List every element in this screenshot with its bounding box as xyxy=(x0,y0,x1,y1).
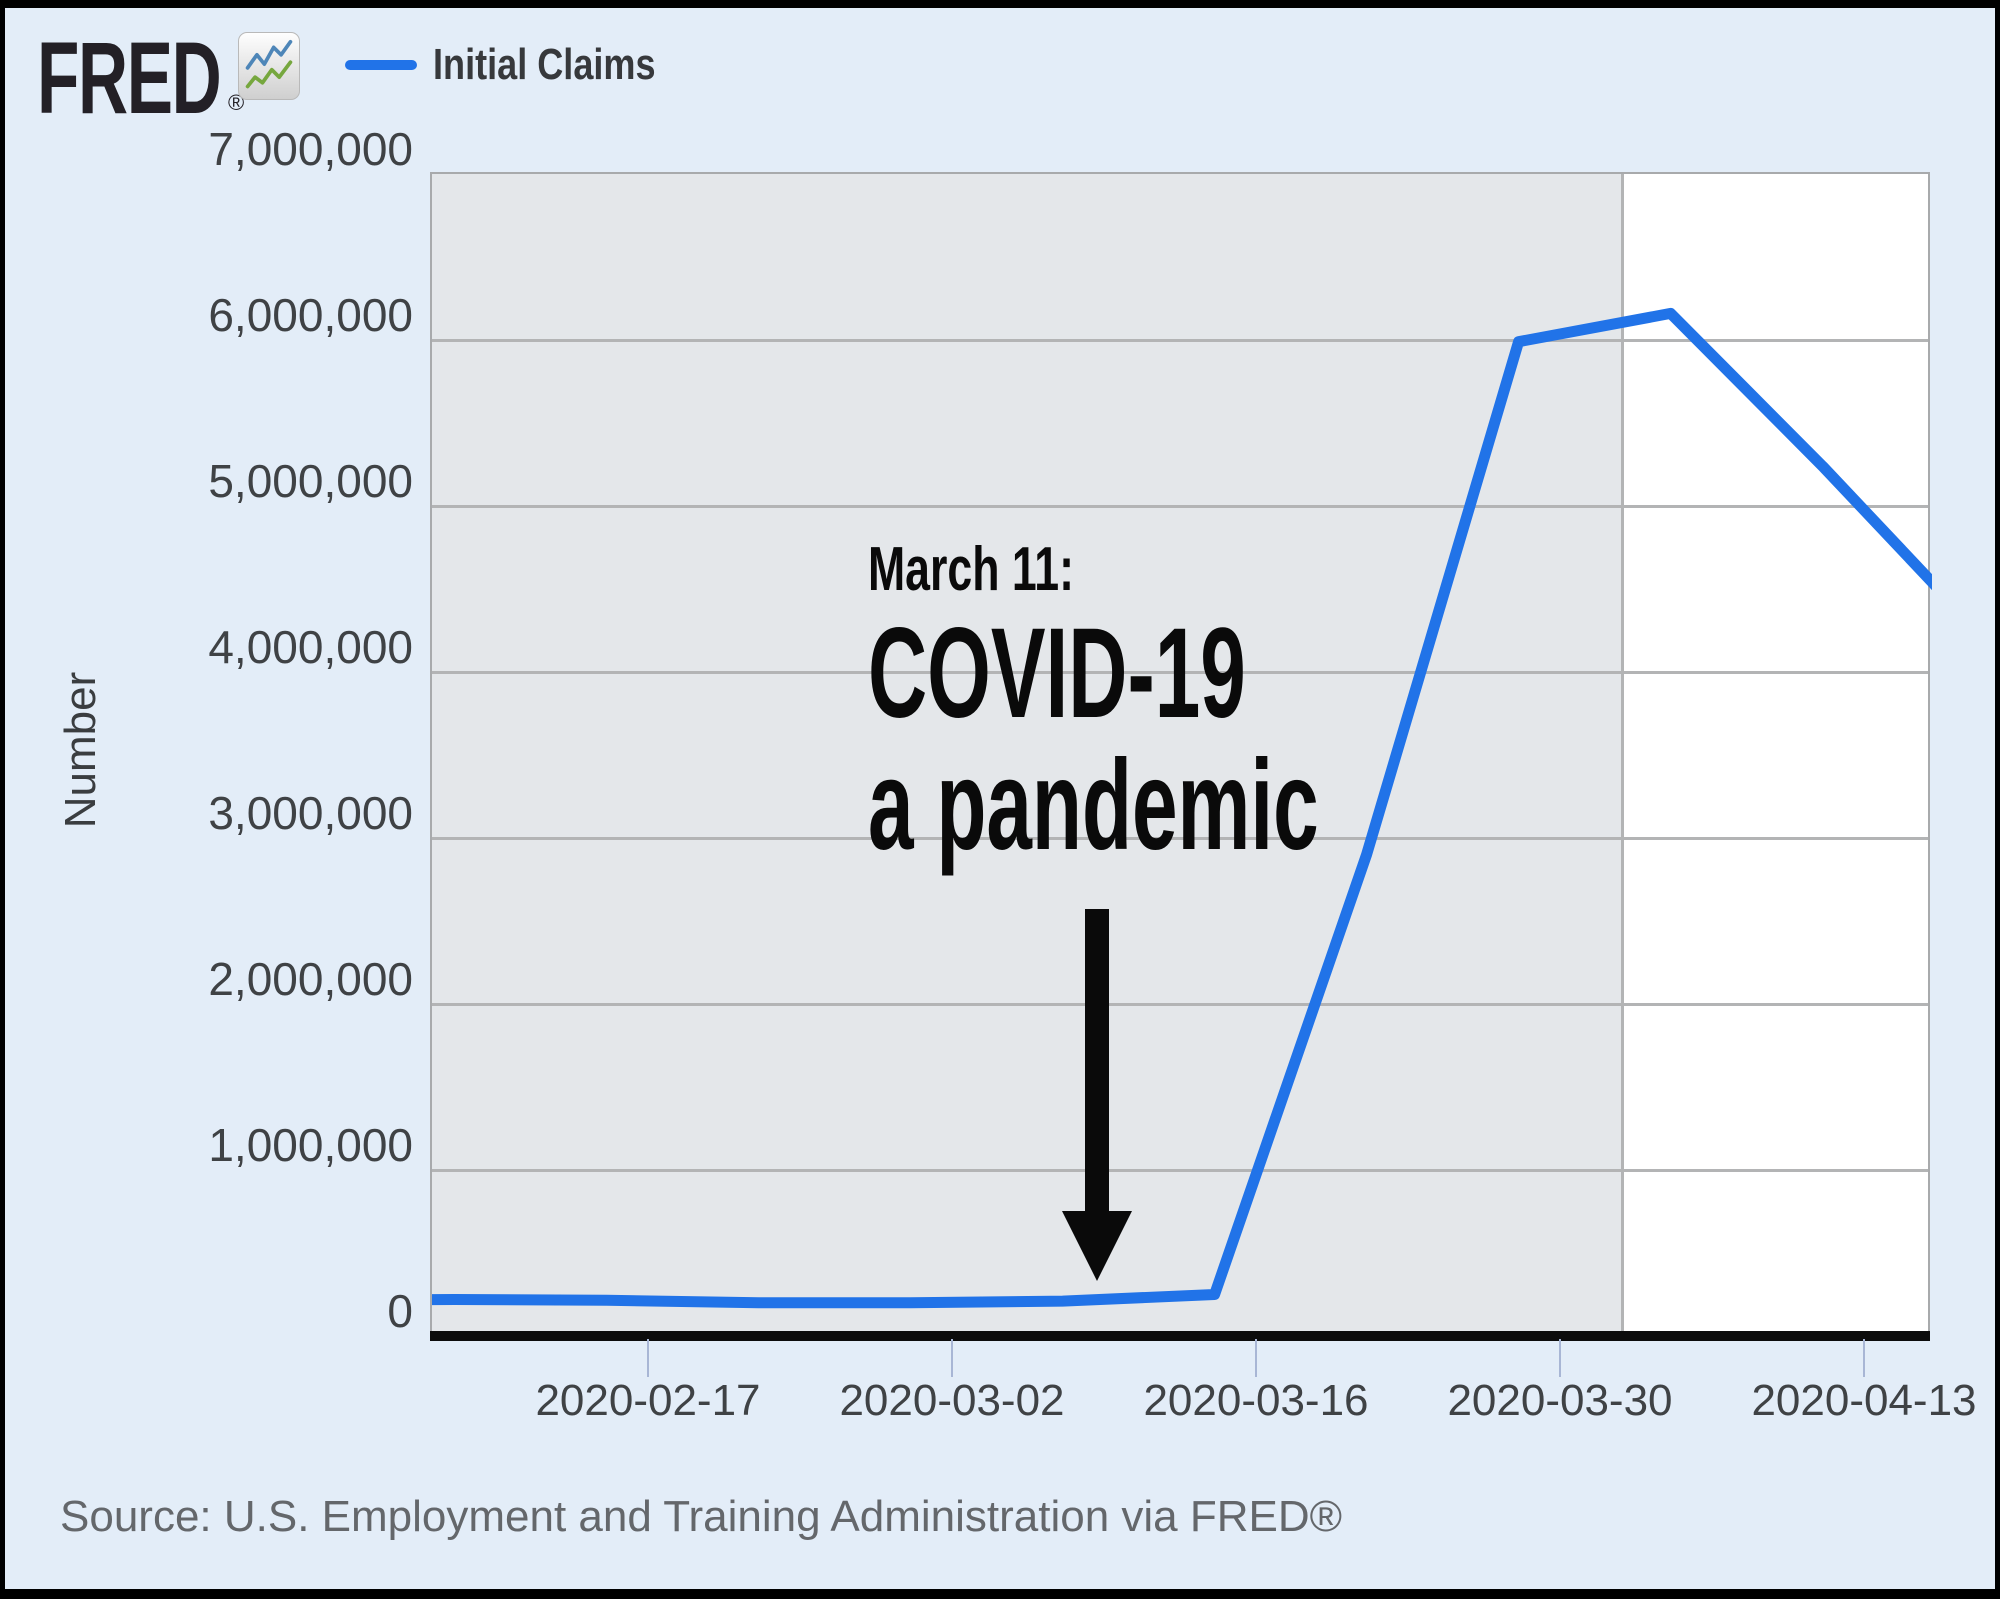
fred-logo: FRED xyxy=(37,21,222,135)
initial-claims-line xyxy=(432,307,1932,1309)
annotation: March 11: COVID-19 a pandemic xyxy=(868,538,1572,872)
y-tick-label: 1,000,000 xyxy=(208,1119,413,1171)
y-tick-label: 7,000,000 xyxy=(208,123,413,175)
x-tick-label: 2020-03-16 xyxy=(1143,1376,1369,1425)
h-gridline xyxy=(432,837,1928,840)
legend-label: Initial Claims xyxy=(433,40,656,89)
x-axis-line xyxy=(430,1331,1930,1341)
y-tick-label: 0 xyxy=(387,1285,413,1337)
annotation-headline-2: a pandemic xyxy=(868,734,1319,877)
x-tick-mark xyxy=(951,1339,953,1377)
x-tick-mark xyxy=(1559,1339,1561,1377)
y-tick-label: 4,000,000 xyxy=(208,621,413,673)
source-note: Source: U.S. Employment and Training Adm… xyxy=(60,1492,1343,1541)
annotation-headline-1: COVID-19 xyxy=(868,602,1246,745)
x-tick-mark xyxy=(1255,1339,1257,1377)
h-gridline xyxy=(432,671,1928,674)
x-tick-label: 2020-03-30 xyxy=(1447,1376,1673,1425)
h-gridline xyxy=(432,1003,1928,1006)
y-tick-label: 5,000,000 xyxy=(208,455,413,507)
shaded-region xyxy=(432,174,1621,1340)
x-tick-mark xyxy=(1863,1339,1865,1377)
chart-page: FRED ® Initial Claims Number 7,000,000 6,… xyxy=(5,8,1995,1589)
plot-area[interactable] xyxy=(430,172,1932,1341)
h-gridline xyxy=(432,1169,1928,1172)
y-tick-label: 3,000,000 xyxy=(208,787,413,839)
y-tick-label: 6,000,000 xyxy=(208,289,413,341)
h-gridline xyxy=(432,339,1928,342)
h-gridline xyxy=(432,505,1928,508)
line-chart-svg xyxy=(432,307,1932,1309)
x-tick-mark xyxy=(647,1339,649,1377)
fred-sparkline-icon xyxy=(238,32,300,100)
legend-line-swatch xyxy=(345,60,417,70)
x-tick-label: 2020-02-17 xyxy=(535,1376,761,1425)
x-tick-label: 2020-03-02 xyxy=(839,1376,1065,1425)
x-tick-label: 2020-04-13 xyxy=(1751,1376,1977,1425)
annotation-date-line: March 11: xyxy=(868,535,1074,604)
shaded-region-boundary-line xyxy=(1621,174,1624,1340)
annotation-arrow xyxy=(1062,909,1132,1281)
y-tick-label: 2,000,000 xyxy=(208,953,413,1005)
